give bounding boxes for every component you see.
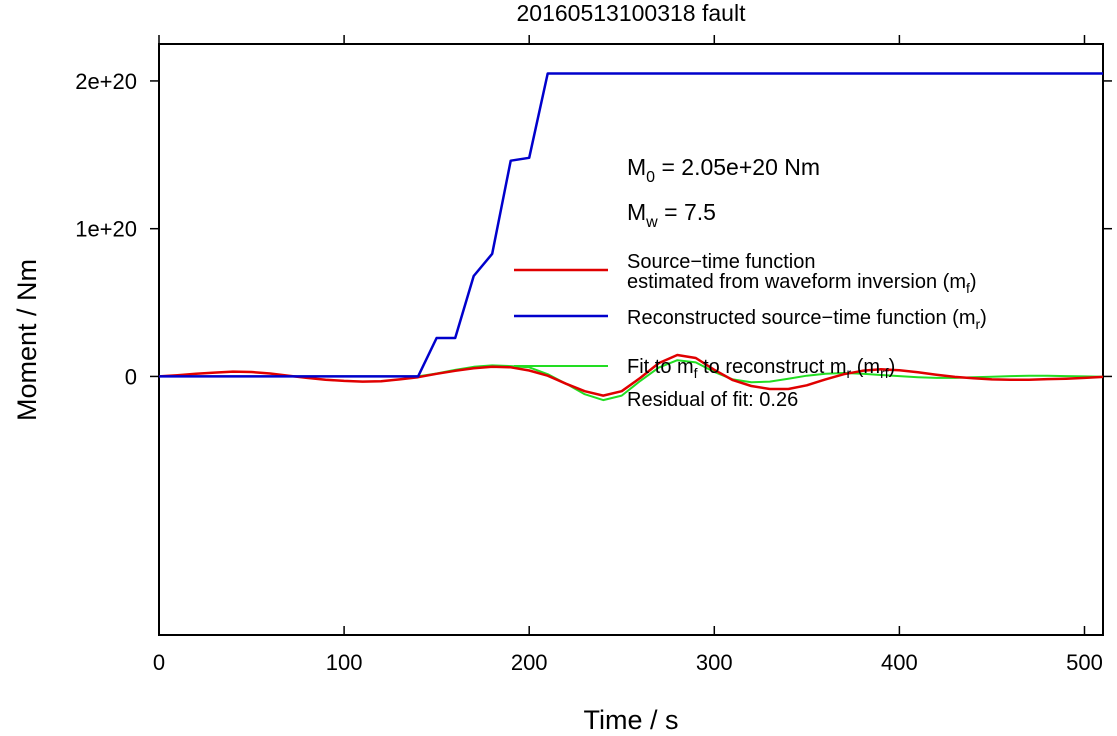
x-tick-label: 100 bbox=[326, 650, 363, 675]
x-tick-label: 500 bbox=[1066, 650, 1103, 675]
legend: Source−time function estimated from wave… bbox=[514, 251, 987, 411]
legend-label-fit: Fit to mf to reconstruct mr (mrf) bbox=[627, 356, 895, 381]
x-tick-label: 300 bbox=[696, 650, 733, 675]
legend-label-source-time-function-line1: Source−time function bbox=[627, 251, 815, 273]
series-layer bbox=[158, 72, 1104, 402]
m0-annotation: M0 = 2.05e+20 Nm bbox=[627, 154, 820, 186]
reconstructed-line bbox=[159, 72, 1103, 378]
y-axis-label: Moment / Nm bbox=[12, 259, 42, 421]
plot-frame bbox=[158, 43, 1104, 636]
x-tick-label: 0 bbox=[153, 650, 165, 675]
legend-label-reconstructed: Reconstructed source−time function (mr) bbox=[627, 307, 987, 332]
y-axis: 0 1e+20 2e+20 bbox=[75, 69, 1112, 389]
y-tick-label: 2e+20 bbox=[75, 69, 137, 94]
y-tick-label: 0 bbox=[125, 364, 137, 389]
x-axis: 0 100 200 300 400 500 bbox=[153, 35, 1103, 675]
x-tick-label: 400 bbox=[881, 650, 918, 675]
chart-title: 20160513100318 fault bbox=[517, 0, 747, 26]
x-axis-label: Time / s bbox=[583, 705, 678, 735]
legend-label-source-time-function-line2: estimated from waveform inversion (mf) bbox=[627, 271, 977, 296]
residual-annotation: Residual of fit: 0.26 bbox=[627, 389, 798, 411]
y-tick-label: 1e+20 bbox=[75, 217, 137, 242]
mw-annotation: Mw = 7.5 bbox=[627, 199, 716, 231]
source-time-function-line bbox=[158, 353, 1104, 397]
x-tick-label: 200 bbox=[511, 650, 548, 675]
